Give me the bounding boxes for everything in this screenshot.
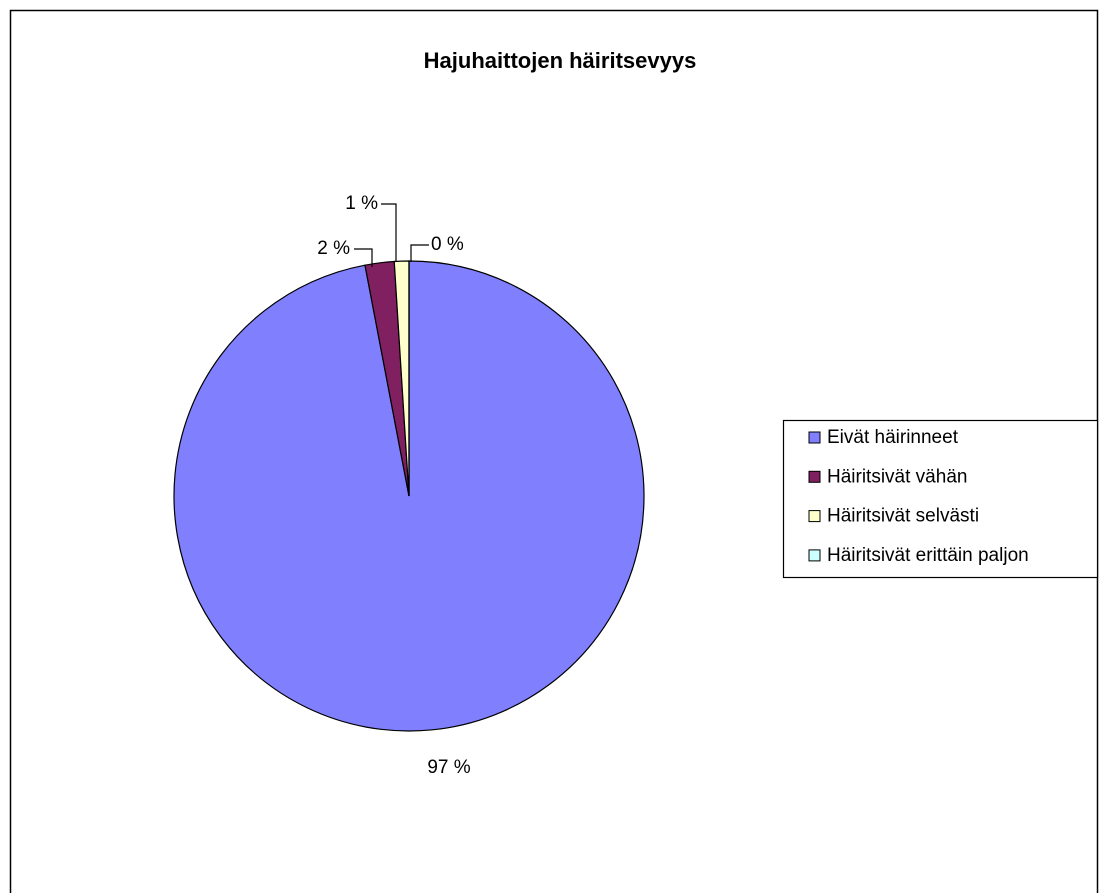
legend-label: Häiritsivät vähän <box>827 466 967 487</box>
legend-box <box>782 419 1099 579</box>
legend-label: Eivät häirinneet <box>827 427 959 448</box>
legend-label: Häiritsivät selvästi <box>827 506 979 527</box>
legend-swatch <box>808 549 821 562</box>
leader-line <box>354 248 373 267</box>
data-label: 1 % <box>345 193 378 214</box>
chart-title: Hajuhaittojen häiritsevyys <box>424 48 697 73</box>
data-label: 2 % <box>317 238 350 259</box>
legend-label: Häiritsivät erittäin paljon <box>827 545 1029 566</box>
data-label: 0 % <box>431 234 464 255</box>
legend-swatch <box>808 470 821 483</box>
leader-line <box>410 244 429 262</box>
legend-swatch <box>808 510 821 523</box>
leader-line <box>381 203 397 262</box>
legend-swatch <box>808 431 821 444</box>
data-label: 97 % <box>427 757 470 778</box>
